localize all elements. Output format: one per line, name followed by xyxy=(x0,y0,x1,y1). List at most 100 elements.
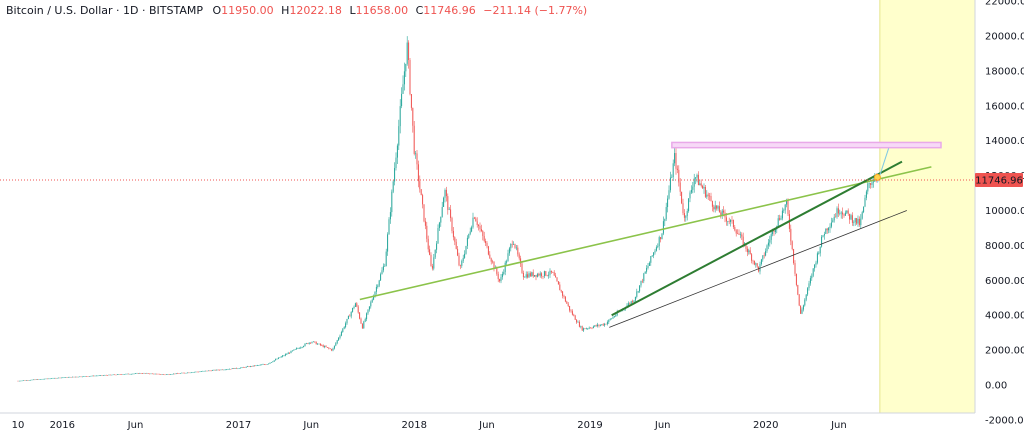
candle-body xyxy=(32,379,34,381)
candle-body xyxy=(115,374,117,376)
candle-body xyxy=(588,327,590,329)
candle-body xyxy=(261,364,263,366)
candle-body xyxy=(651,255,653,257)
candle-body xyxy=(282,355,284,357)
candle-body xyxy=(818,253,820,254)
candle-body xyxy=(548,274,550,276)
candle-body xyxy=(230,368,232,370)
candle-body xyxy=(450,209,452,218)
y-tick-label: 0.00 xyxy=(985,381,1007,392)
candle-body xyxy=(196,371,198,373)
candle-body xyxy=(833,216,835,221)
candle-body xyxy=(429,249,431,255)
candle-body xyxy=(81,376,83,378)
candle-body xyxy=(718,206,720,213)
candle-body xyxy=(742,236,744,246)
candle-body xyxy=(102,375,104,376)
candle-body xyxy=(438,222,440,229)
candle-body xyxy=(357,306,359,313)
candle-body xyxy=(521,263,523,273)
candle-body xyxy=(193,371,195,373)
candle-body xyxy=(56,377,58,379)
candle-body xyxy=(534,274,536,277)
candle-body xyxy=(296,348,298,350)
candles xyxy=(17,36,877,382)
candle-body xyxy=(205,370,207,372)
candle-body xyxy=(483,236,485,242)
candle-body xyxy=(633,300,635,303)
candle-body xyxy=(161,374,163,375)
candle-body xyxy=(573,314,575,316)
candle-body xyxy=(872,181,874,183)
candle-body xyxy=(242,367,244,368)
trendline-channel[interactable] xyxy=(609,210,907,328)
price-axis[interactable]: 22000.00 20000.00 18000.00 16000.00 14000.00… xyxy=(985,0,1024,426)
candle-body xyxy=(129,374,131,375)
candle-body xyxy=(234,367,236,369)
candle-body xyxy=(569,305,571,311)
trendlines[interactable] xyxy=(359,141,942,328)
candle-body xyxy=(679,182,681,192)
candle-body xyxy=(753,260,755,265)
candle-body xyxy=(725,217,727,222)
y-tick-label: 4000.00 xyxy=(985,311,1024,322)
time-axis[interactable]: 10 2016 Jun 2017 Jun 2018 Jun 2019 Jun 2020 Jun xyxy=(12,420,847,431)
candle-body xyxy=(800,305,802,314)
candle-body xyxy=(156,373,158,375)
candle-body xyxy=(189,372,191,374)
candle-body xyxy=(864,197,866,207)
candle-body xyxy=(728,221,730,222)
candle-body xyxy=(608,319,610,323)
candle-body xyxy=(209,370,211,372)
candle-body xyxy=(850,215,852,220)
candle-body xyxy=(462,257,464,262)
trendline-steep[interactable] xyxy=(611,160,903,317)
candle-body xyxy=(142,373,144,374)
candle-body xyxy=(108,374,110,376)
candle-body xyxy=(144,373,146,374)
candle-body xyxy=(613,316,615,318)
candle-body xyxy=(167,374,169,375)
candle-body xyxy=(770,234,772,240)
candle-body xyxy=(536,274,538,277)
candle-body xyxy=(457,248,459,256)
candle-body xyxy=(648,262,650,266)
candle-body xyxy=(158,373,160,375)
candle-body xyxy=(39,379,41,380)
candle-body xyxy=(221,369,223,371)
candle-body xyxy=(116,374,118,375)
candle-body xyxy=(324,346,326,348)
candle-body xyxy=(203,370,205,372)
candle-body xyxy=(794,263,796,274)
y-tick-label: 16000.00 xyxy=(985,101,1024,112)
candle-body xyxy=(412,107,414,126)
candle-body xyxy=(172,373,174,375)
candle-body xyxy=(333,345,335,349)
candle-body xyxy=(409,60,411,95)
candle-body xyxy=(689,192,691,199)
candle-body xyxy=(710,196,712,202)
candle-body xyxy=(247,366,249,367)
candle-body xyxy=(402,84,404,94)
candle-body xyxy=(325,346,327,348)
x-tick-label: 2017 xyxy=(226,420,251,431)
candle-body xyxy=(119,374,121,375)
candle-body xyxy=(636,291,638,297)
candle-body xyxy=(73,376,75,378)
candle-body xyxy=(395,157,397,169)
trendline-long[interactable] xyxy=(359,166,932,301)
candle-body xyxy=(819,246,821,254)
candle-body xyxy=(448,209,450,211)
candle-body xyxy=(137,373,139,374)
candle-body xyxy=(699,183,701,186)
candle-body xyxy=(206,370,208,372)
candle-body xyxy=(252,365,254,367)
candle-body xyxy=(590,327,592,329)
candle-body xyxy=(644,271,646,274)
y-tick-label: 6000.00 xyxy=(985,276,1024,287)
candle-body xyxy=(861,212,863,219)
resistance-zone[interactable] xyxy=(671,141,942,149)
candle-body xyxy=(49,378,51,380)
candle-body xyxy=(860,218,862,226)
